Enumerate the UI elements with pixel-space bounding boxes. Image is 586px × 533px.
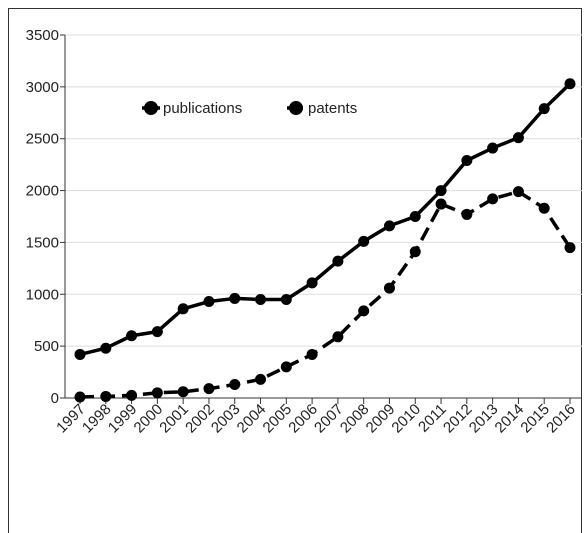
x-axis: 1997199819992000200120022003200420052006… bbox=[53, 397, 582, 437]
legend-marker-patents bbox=[289, 101, 303, 115]
data-point-patents-2015 bbox=[538, 202, 550, 214]
legend-label-publications: publications bbox=[163, 100, 242, 117]
data-point-publications-2005 bbox=[280, 293, 292, 305]
legend-marker-publications bbox=[144, 101, 158, 115]
series-points bbox=[74, 78, 576, 403]
data-point-patents-2000 bbox=[151, 387, 163, 399]
y-tick-label-1500: 1500 bbox=[26, 234, 59, 251]
grid-lines bbox=[65, 34, 582, 399]
data-point-patents-2001 bbox=[177, 386, 189, 398]
data-point-publications-2008 bbox=[358, 235, 370, 247]
y-tick-label-1000: 1000 bbox=[26, 286, 59, 303]
series-line-publications bbox=[79, 82, 572, 357]
y-tick-label-2000: 2000 bbox=[26, 183, 59, 200]
legend-item-patents: patents bbox=[287, 100, 357, 117]
data-point-publications-2001 bbox=[177, 303, 189, 315]
data-point-publications-2010 bbox=[409, 211, 421, 222]
y-axis: 0 500 1000 1500 2000 2500 3000 3500 bbox=[26, 27, 66, 407]
y-tick-label-500: 500 bbox=[34, 338, 59, 355]
legend-item-publications: publications bbox=[142, 100, 242, 117]
data-point-publications-2015 bbox=[538, 103, 550, 115]
data-point-patents-1998 bbox=[100, 390, 112, 402]
data-point-patents-2006 bbox=[306, 348, 318, 360]
data-point-patents-1997 bbox=[74, 391, 86, 403]
data-point-patents-2011 bbox=[435, 198, 447, 210]
data-point-publications-2006 bbox=[306, 277, 318, 289]
data-point-patents-2010 bbox=[409, 246, 421, 258]
data-point-publications-1999 bbox=[126, 330, 138, 342]
data-point-publications-1997 bbox=[74, 348, 86, 360]
y-tick-label-0: 0 bbox=[51, 390, 59, 407]
series-lines bbox=[79, 82, 572, 399]
legend: publications patents bbox=[142, 100, 357, 117]
data-point-patents-2002 bbox=[203, 383, 215, 395]
data-point-patents-2003 bbox=[229, 379, 241, 391]
data-point-patents-2004 bbox=[255, 373, 267, 385]
data-point-patents-2012 bbox=[461, 208, 473, 220]
legend-label-patents: patents bbox=[308, 100, 357, 117]
x-tick-label-2016: 2016 bbox=[543, 401, 579, 437]
data-point-patents-2008 bbox=[358, 305, 370, 317]
data-point-publications-2009 bbox=[383, 220, 395, 232]
data-point-patents-1999 bbox=[126, 389, 138, 401]
data-point-publications-2014 bbox=[512, 132, 524, 144]
data-point-patents-2005 bbox=[280, 361, 292, 373]
chart-frame bbox=[8, 8, 582, 533]
y-tick-label-3000: 3000 bbox=[26, 79, 59, 96]
data-point-publications-2012 bbox=[461, 154, 473, 166]
data-point-publications-2004 bbox=[255, 293, 267, 305]
data-point-publications-2003 bbox=[229, 292, 241, 304]
data-point-patents-2013 bbox=[487, 193, 499, 205]
data-point-publications-2002 bbox=[203, 296, 215, 308]
data-point-publications-2007 bbox=[332, 255, 344, 267]
data-point-publications-2013 bbox=[487, 142, 499, 154]
y-tick-label-2500: 2500 bbox=[26, 131, 59, 148]
data-point-patents-2009 bbox=[383, 282, 395, 294]
data-point-publications-2011 bbox=[435, 185, 447, 197]
data-point-patents-2016 bbox=[564, 242, 576, 254]
data-point-publications-1998 bbox=[100, 342, 112, 354]
y-tick-label-3500: 3500 bbox=[26, 27, 59, 44]
data-point-patents-2007 bbox=[332, 331, 344, 343]
data-point-publications-2016 bbox=[564, 78, 576, 90]
data-point-patents-2014 bbox=[512, 186, 524, 198]
data-point-publications-2000 bbox=[151, 326, 163, 338]
